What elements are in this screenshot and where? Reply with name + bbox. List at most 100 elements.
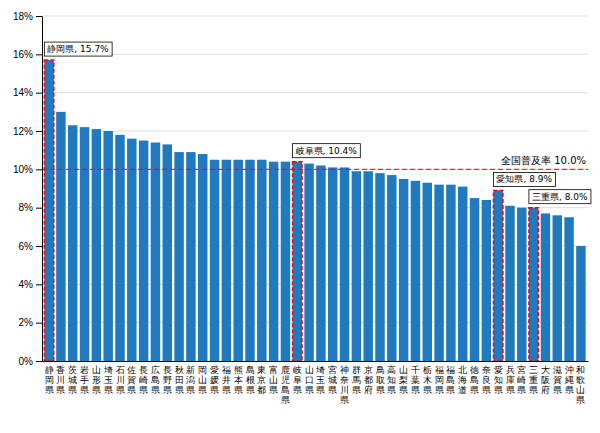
bar bbox=[387, 175, 396, 361]
x-tick-label: 栃木県 bbox=[423, 365, 432, 395]
x-tick-label: 埼玉県 bbox=[315, 365, 325, 395]
x-tick-label: 鳥取県 bbox=[375, 365, 385, 395]
x-tick: 新潟県 bbox=[186, 361, 195, 395]
x-tick-label: 山形県 bbox=[92, 365, 101, 395]
y-tick-mark bbox=[36, 323, 42, 324]
annotation-text: 愛知県, 8.9% bbox=[496, 174, 552, 184]
x-tick-label: 和歌山県 bbox=[576, 365, 585, 405]
y-tick-label: 0% bbox=[19, 356, 34, 367]
x-tick-label: 島根県 bbox=[246, 365, 255, 395]
x-tick-label: 山口県 bbox=[305, 365, 314, 395]
bar bbox=[92, 129, 101, 361]
marks bbox=[42, 60, 588, 361]
bar bbox=[44, 60, 53, 361]
bar bbox=[458, 187, 467, 361]
x-tick: 東京都 bbox=[257, 361, 266, 395]
bar bbox=[493, 190, 502, 361]
bar bbox=[103, 131, 112, 361]
x-tick: 福島県 bbox=[446, 361, 455, 395]
x-tick: 福岡県 bbox=[435, 361, 444, 395]
bar bbox=[80, 127, 89, 361]
bar bbox=[174, 152, 183, 361]
y-tick-label: 8% bbox=[19, 202, 34, 213]
x-axis: 静岡県香川県茨城県岩手県山形県埼玉県石川県佐賀県長崎県広島県長野県秋田県新潟県岡… bbox=[43, 361, 589, 405]
bar bbox=[293, 162, 302, 361]
chart: 0%2%4%6%8%10%12%14%16%18%静岡県香川県茨城県岩手県山形県… bbox=[0, 0, 600, 433]
x-tick: 宮崎県 bbox=[517, 361, 526, 395]
y-tick-label: 4% bbox=[19, 279, 34, 290]
highlight-outline bbox=[44, 60, 53, 361]
x-tick: 千葉県 bbox=[411, 361, 420, 395]
bar bbox=[375, 173, 384, 361]
y-tick: 8% bbox=[19, 202, 42, 213]
x-tick-label: 広島県 bbox=[151, 365, 160, 395]
x-tick: 静岡県 bbox=[45, 361, 54, 395]
x-tick: 北海道 bbox=[458, 361, 467, 395]
bar bbox=[316, 166, 325, 362]
x-tick-label: 埼玉県 bbox=[103, 365, 113, 395]
x-tick-label: 岡山県 bbox=[198, 365, 207, 395]
y-tick-label: 16% bbox=[13, 49, 33, 60]
bar bbox=[151, 143, 160, 362]
annotation-text: 三重県, 8.0% bbox=[532, 192, 588, 202]
y-tick: 16% bbox=[13, 49, 42, 60]
y-axis-line bbox=[42, 17, 43, 362]
bar bbox=[163, 144, 172, 361]
x-tick-label: 愛知県 bbox=[494, 365, 503, 395]
x-tick: 神奈川県 bbox=[340, 361, 349, 405]
x-tick: 鹿児島県 bbox=[281, 361, 290, 405]
y-tick: 6% bbox=[19, 241, 42, 252]
bar bbox=[529, 208, 538, 361]
bar bbox=[564, 217, 573, 361]
y-tick-mark bbox=[36, 54, 42, 55]
highlight-outline bbox=[529, 208, 538, 361]
bar bbox=[233, 160, 242, 361]
x-tick-label: 静岡県 bbox=[45, 365, 54, 395]
x-tick-label: 高知県 bbox=[387, 365, 396, 395]
bar bbox=[352, 171, 361, 361]
x-tick: 島根県 bbox=[246, 361, 255, 395]
x-tick: 秋田県 bbox=[175, 361, 184, 395]
bar bbox=[363, 171, 372, 361]
y-tick-mark bbox=[36, 284, 42, 285]
bar bbox=[505, 206, 514, 361]
x-tick: 沖縄県 bbox=[564, 361, 574, 395]
bar bbox=[340, 167, 349, 361]
bar bbox=[210, 160, 219, 361]
annotation-box bbox=[493, 172, 555, 186]
x-tick: 兵庫県 bbox=[506, 361, 515, 395]
reference-label: 全国普及率 10.0% bbox=[501, 155, 586, 166]
x-tick: 富山県 bbox=[269, 361, 278, 395]
y-tick-mark bbox=[36, 169, 42, 170]
y-tick: 12% bbox=[13, 126, 42, 137]
annotation: 岐阜県, 10.4% bbox=[293, 144, 361, 158]
y-tick-mark bbox=[36, 93, 42, 94]
x-tick: 岡山県 bbox=[198, 361, 207, 395]
y-tick-label: 18% bbox=[13, 11, 33, 22]
x-tick: 和歌山県 bbox=[576, 361, 585, 405]
x-tick-label: 富山県 bbox=[269, 365, 278, 395]
y-tick: 0% bbox=[19, 356, 42, 367]
x-tick-label: 宮城県 bbox=[327, 365, 337, 395]
x-tick: 鳥取県 bbox=[375, 361, 385, 395]
x-tick: 広島県 bbox=[151, 361, 160, 395]
annotations: 全国普及率 10.0% 静岡県, 15.7% 岐阜県, 10.4% 愛知県, 8.9%… bbox=[44, 42, 591, 204]
bar bbox=[411, 181, 420, 361]
x-tick-label: 佐賀県 bbox=[127, 365, 136, 395]
x-tick: 滋賀県 bbox=[553, 361, 562, 395]
x-tick: 京都府 bbox=[364, 361, 373, 395]
y-tick-mark bbox=[36, 208, 42, 209]
x-tick-label: 石川県 bbox=[116, 365, 125, 395]
x-tick-label: 山梨県 bbox=[399, 365, 408, 395]
y-tick-mark bbox=[36, 246, 42, 247]
bar bbox=[68, 125, 77, 361]
annotation: 静岡県, 15.7% bbox=[44, 42, 112, 56]
x-tick: 群馬県 bbox=[351, 361, 361, 395]
x-tick-label: 三重県 bbox=[529, 365, 538, 395]
highlight-outline bbox=[493, 190, 502, 361]
grid-line bbox=[42, 92, 588, 93]
x-tick: 三重県 bbox=[529, 361, 538, 395]
x-tick-label: 大阪府 bbox=[541, 365, 550, 395]
x-tick: 長野県 bbox=[163, 361, 172, 395]
x-tick: 徳島県 bbox=[470, 361, 479, 395]
